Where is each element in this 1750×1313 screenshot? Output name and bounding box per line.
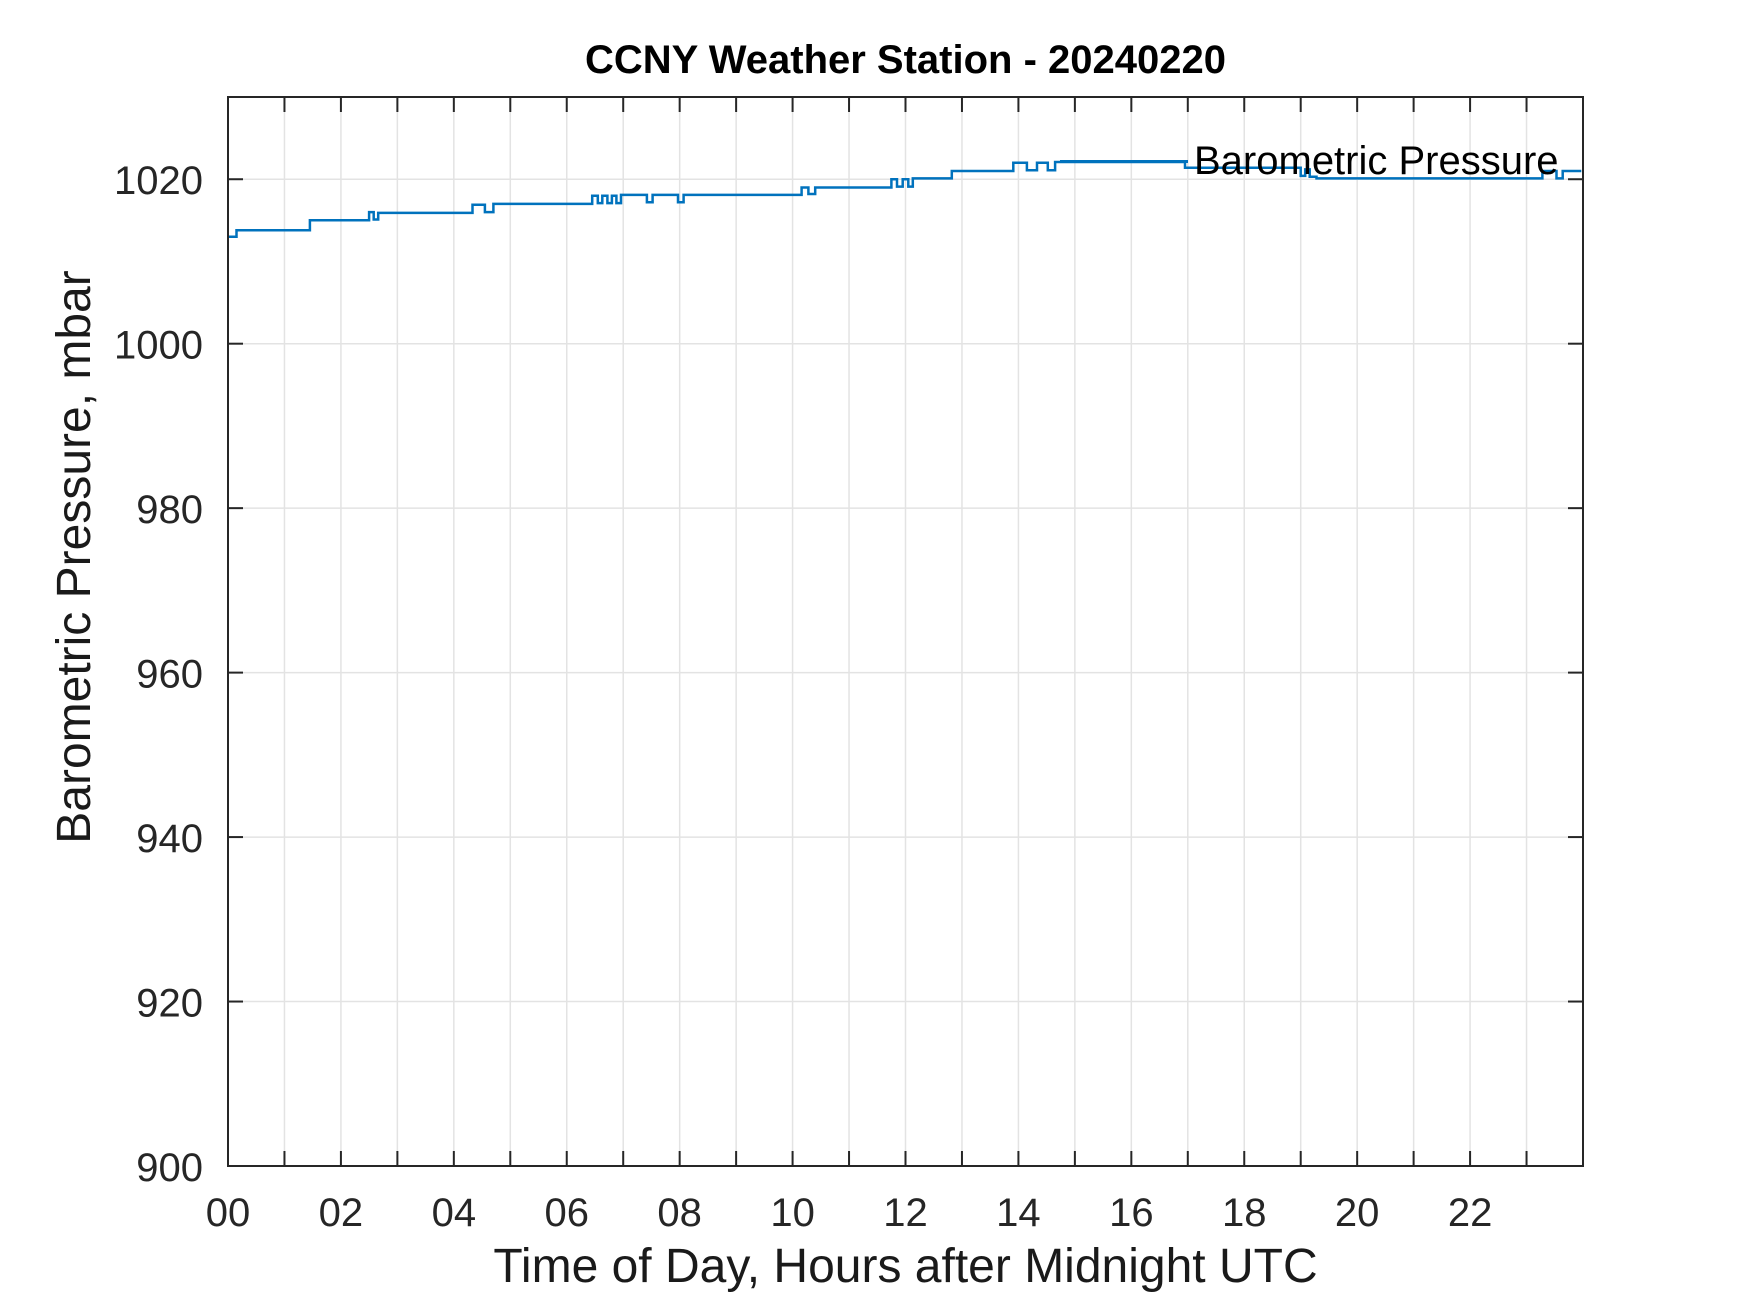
x-tick-label: 12 (883, 1191, 928, 1235)
y-tick-label: 920 (136, 982, 203, 1026)
x-tick-label: 00 (206, 1191, 251, 1235)
y-tick-label: 900 (136, 1146, 203, 1190)
x-tick-label: 22 (1448, 1191, 1493, 1235)
tick-labels: 00 02 04 06 08 10 12 14 16 18 20 22 900 920 940 960 980 1… (114, 159, 1492, 1235)
y-tick-label: 960 (136, 653, 203, 697)
y-tick-label: 1020 (114, 159, 203, 203)
x-tick-label: 02 (319, 1191, 364, 1235)
legend: Barometric Pressure (1060, 138, 1559, 184)
grid (228, 97, 1583, 1166)
x-tick-label: 08 (657, 1191, 702, 1235)
y-tick-label: 980 (136, 488, 203, 532)
x-tick-label: 14 (996, 1191, 1041, 1235)
plot-border (227, 96, 1584, 1167)
x-tick-label: 16 (1109, 1191, 1154, 1235)
chart-title: CCNY Weather Station - 20240220 (585, 38, 1226, 82)
ticks (228, 97, 1583, 1167)
x-tick-label: 04 (432, 1191, 477, 1235)
legend-line-sample (1060, 159, 1188, 163)
x-tick-label: 20 (1335, 1191, 1380, 1235)
y-tick-label: 1000 (114, 324, 203, 368)
legend-label: Barometric Pressure (1194, 139, 1559, 183)
x-tick-label: 18 (1222, 1191, 1267, 1235)
y-tick-label: 940 (136, 817, 203, 861)
x-tick-label: 10 (770, 1191, 815, 1235)
x-tick-label: 06 (545, 1191, 590, 1235)
x-axis-label: Time of Day, Hours after Midnight UTC (493, 1240, 1318, 1293)
pressure-line (228, 160, 1582, 239)
